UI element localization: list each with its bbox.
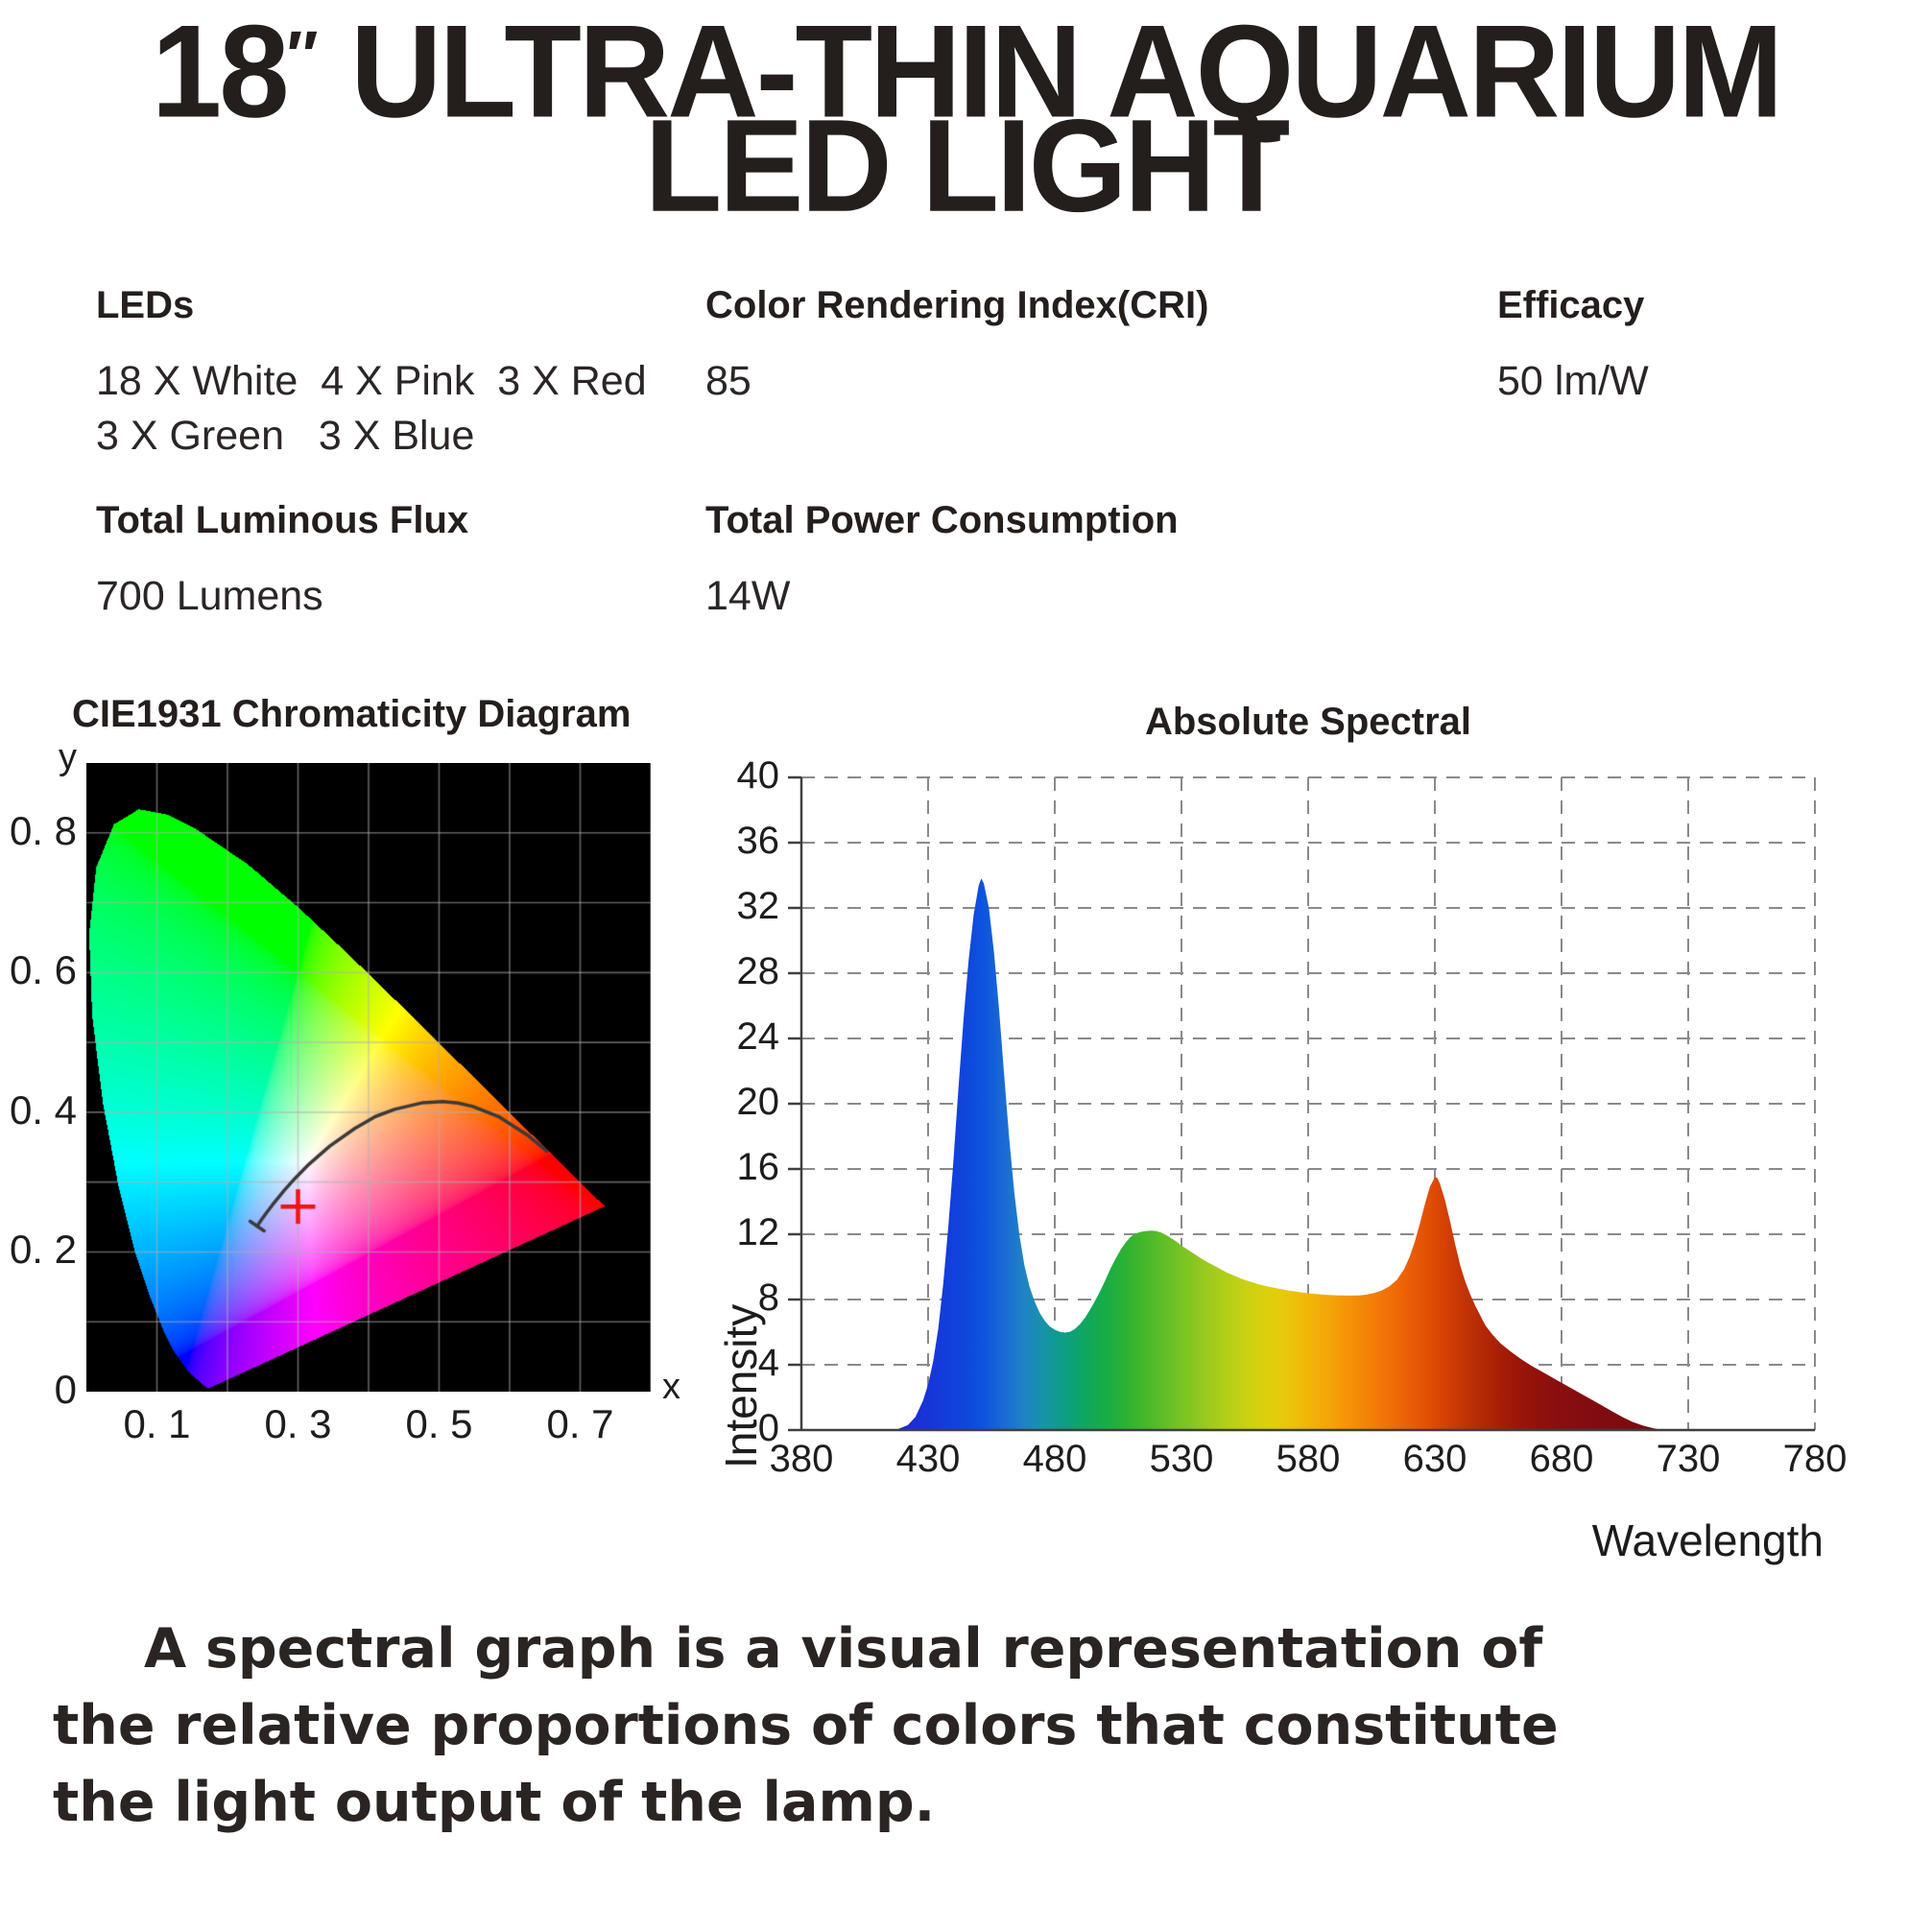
- spectral-x-tick-label: 480: [1022, 1438, 1087, 1480]
- cie-y-tick-label: 0. 2: [9, 1227, 77, 1273]
- spec-cri-label: Color Rendering Index(CRI): [705, 284, 1209, 326]
- cie-x-tick-label: 0. 7: [546, 1401, 614, 1446]
- spectral-x-tick-label: 580: [1276, 1438, 1341, 1480]
- spec-leds-value-line2: 3 X Green 3 X Blue: [96, 413, 475, 459]
- spectral-y-tick-label: 36: [736, 820, 780, 862]
- spec-flux-value: 700 Lumens: [96, 573, 323, 619]
- spec-efficacy-value: 50 lm/W: [1497, 358, 1649, 404]
- spectral-x-tick-label: 630: [1402, 1438, 1467, 1480]
- spec-power-label: Total Power Consumption: [705, 499, 1179, 541]
- spectral-x-axis-title: Wavelength: [1591, 1515, 1824, 1565]
- spec-efficacy: Efficacy 50 lm/W: [1497, 284, 1649, 409]
- cie-y-axis-letter: y: [59, 737, 77, 777]
- spec-leds-label: LEDs: [96, 284, 195, 326]
- spectral-y-tick-label: 32: [736, 885, 780, 927]
- spec-power: Total Power Consumption 14W: [705, 499, 1179, 624]
- spec-leds-value-line1: 18 X White 4 X Pink 3 X Red: [96, 358, 647, 404]
- spectral-y-tick-label: 40: [736, 754, 780, 797]
- spec-power-value: 14W: [705, 573, 791, 619]
- spec-cri-value: 85: [705, 358, 751, 404]
- spectral-chart-svg: [788, 775, 1816, 1432]
- spectral-y-tick-label: 28: [736, 950, 780, 992]
- cie-x-tick-label: 0. 5: [405, 1401, 473, 1446]
- cie-y-tick-label: 0: [54, 1367, 77, 1412]
- spectral-y-tick-label: 20: [736, 1081, 780, 1123]
- description-paragraph: A spectral graph is a visual representat…: [53, 1610, 1876, 1841]
- spectral-chart-title: Absolute Spectral: [1144, 701, 1472, 743]
- spectral-x-tick-label: 780: [1782, 1438, 1848, 1480]
- cie-x-axis-letter: x: [662, 1367, 680, 1407]
- spectral-x-tick-label: 430: [895, 1438, 961, 1480]
- cie-x-tick-label: 0. 1: [123, 1401, 191, 1446]
- spectral-y-tick-label: 16: [736, 1146, 780, 1188]
- spectral-x-tick-label: 680: [1529, 1438, 1594, 1480]
- spec-flux-label: Total Luminous Flux: [96, 499, 469, 541]
- description-line-1: A spectral graph is a visual representat…: [144, 1617, 1543, 1681]
- title-block: 18″ ULTRA-THIN AQUARIUM LED LIGHT: [0, 5, 1932, 231]
- spectral-x-tick-label: 530: [1149, 1438, 1214, 1480]
- spectral-y-tick-label: 24: [736, 1015, 780, 1058]
- spectral-y-tick-label: 0: [757, 1407, 779, 1449]
- cie-chart-title: CIE1931 Chromaticity Diagram: [72, 693, 632, 735]
- cie-chromaticity-canvas: [86, 763, 651, 1392]
- description-line-3: the light output of the lamp.: [53, 1771, 936, 1834]
- spectral-x-tick-label: 380: [769, 1438, 834, 1480]
- spec-flux: Total Luminous Flux 700 Lumens: [96, 499, 468, 624]
- cie-y-tick-label: 0. 6: [9, 947, 77, 993]
- title-size-number: 18: [151, 0, 290, 145]
- spec-cri: Color Rendering Index(CRI) 85: [705, 284, 1208, 409]
- cie-y-tick-label: 0. 4: [9, 1086, 77, 1133]
- cie-y-tick-label: 0. 8: [9, 807, 77, 853]
- spectral-x-tick-label: 730: [1656, 1438, 1721, 1480]
- description-line-2: the relative proportions of colors that …: [53, 1694, 1559, 1757]
- spectral-y-tick-label: 4: [757, 1342, 779, 1384]
- spec-leds: LEDs 18 X White 4 X Pink 3 X Red 3 X Gre…: [96, 284, 647, 464]
- spectral-y-tick-label: 8: [757, 1276, 779, 1319]
- spec-efficacy-label: Efficacy: [1497, 284, 1645, 326]
- spectral-y-tick-label: 12: [736, 1211, 780, 1253]
- title-line1-text: ULTRA-THIN AQUARIUM: [318, 0, 1783, 145]
- inch-mark: ″: [286, 16, 319, 94]
- page-title-line2: LED LIGHT: [644, 92, 1291, 239]
- cie-chromaticity-plot: [86, 763, 651, 1392]
- cie-x-tick-label: 0. 3: [264, 1401, 332, 1446]
- page-title-line1: 18″ ULTRA-THIN AQUARIUM: [0, 5, 1932, 136]
